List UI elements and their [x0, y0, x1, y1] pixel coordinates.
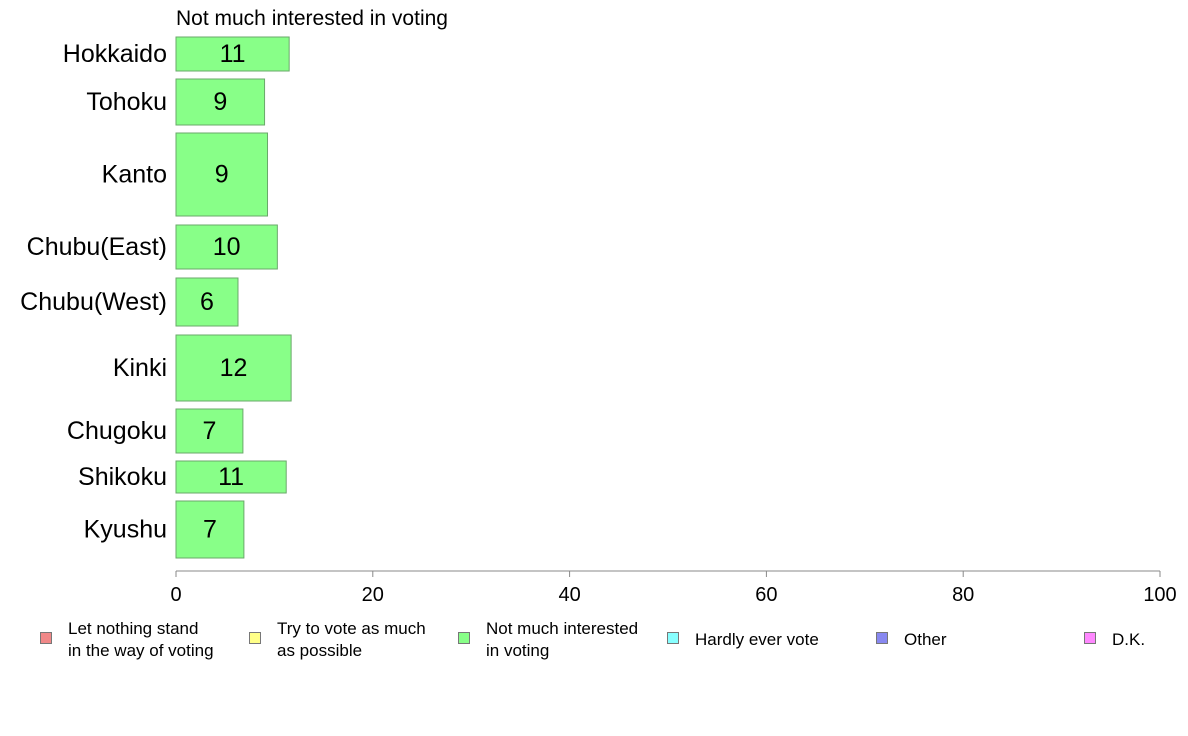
category-label: Chubu(West) — [20, 288, 167, 316]
x-tick-label: 20 — [362, 584, 384, 606]
data-label: 7 — [203, 417, 217, 445]
legend-label: Hardly ever vote — [695, 630, 819, 649]
legend-swatch — [40, 632, 52, 644]
legend-swatch — [667, 632, 679, 644]
x-tick-label: 100 — [1143, 584, 1176, 606]
legend-item: Let nothing stand in the way of voting — [40, 618, 214, 662]
legend-label: Other — [904, 630, 947, 649]
legend-item: Try to vote as much as possible — [249, 618, 426, 662]
category-label: Chubu(East) — [27, 233, 167, 261]
data-label: 6 — [200, 288, 214, 316]
data-label: 9 — [213, 88, 227, 116]
x-tick-label: 60 — [755, 584, 777, 606]
bar-tohoku — [175, 78, 266, 126]
bars-layer: Hokkaido 11 Tohoku 9 Kanto 9 Chubu(East) 10 Chub… — [20, 36, 292, 559]
category-label: Kanto — [102, 161, 167, 189]
legend-swatch — [876, 632, 888, 644]
legend-item: Hardly ever vote — [667, 618, 819, 651]
data-label: 11 — [218, 463, 244, 491]
bar-chugoku — [175, 408, 244, 454]
bar-chart: Hokkaido 11 Tohoku 9 Kanto 9 Chubu(East) 10 Chub… — [20, 36, 1177, 606]
data-label: 10 — [213, 233, 241, 261]
category-label: Kyushu — [84, 516, 167, 544]
legend-label: Not much interested in voting — [486, 619, 639, 660]
bar-kanto — [175, 132, 269, 217]
legend-swatch — [1084, 632, 1096, 644]
category-label: Tohoku — [86, 88, 167, 116]
x-tick-label: 80 — [952, 584, 974, 606]
data-label: 11 — [220, 40, 246, 68]
bar-kyushu — [175, 500, 245, 559]
bar-chubu-west — [175, 277, 239, 327]
category-label: Hokkaido — [63, 40, 167, 68]
legend-item: Other — [876, 618, 947, 651]
category-label: Kinki — [113, 354, 167, 382]
data-label: 7 — [203, 516, 217, 544]
legend-label: Try to vote as much as possible — [277, 619, 426, 660]
category-label: Shikoku — [78, 463, 167, 491]
legend-swatch — [249, 632, 261, 644]
legend-label: D.K. — [1112, 630, 1146, 649]
legend-item: D.K. — [1084, 618, 1145, 651]
data-label: 12 — [220, 354, 248, 382]
x-axis: 0 20 40 60 80 100 — [170, 570, 1177, 606]
legend-label: Let nothing stand in the way of voting — [68, 619, 214, 660]
bar-chubu-east — [175, 224, 278, 270]
bar-shikoku — [175, 460, 287, 494]
legend: Let nothing stand in the way of voting Tr… — [0, 618, 1188, 678]
data-label: 9 — [215, 161, 229, 189]
chart-title: Not much interested in voting — [176, 7, 448, 30]
bar-kinki — [175, 334, 292, 402]
category-label: Chugoku — [67, 417, 167, 445]
x-tick-label: 40 — [558, 584, 580, 606]
legend-swatch — [458, 632, 470, 644]
bar-hokkaido — [175, 36, 290, 72]
x-tick-label: 0 — [170, 584, 181, 606]
legend-item: Not much interested in voting — [458, 618, 638, 662]
